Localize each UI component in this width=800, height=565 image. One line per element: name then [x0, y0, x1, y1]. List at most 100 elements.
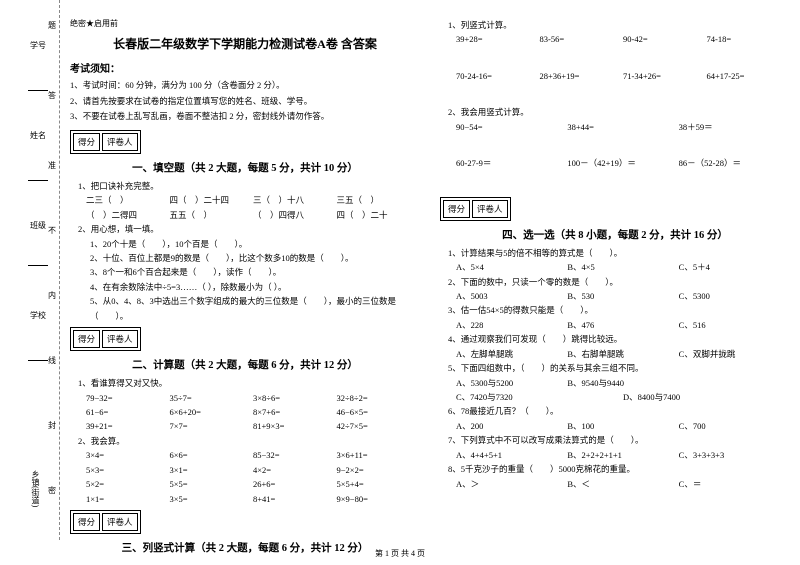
- section-1-title: 一、填空题（共 2 大题，每题 5 分，共计 10 分）: [70, 160, 420, 175]
- choice-stem: 4、通过观察我们可发现（ ）跳得比较远。: [440, 332, 790, 346]
- section-2-title: 二、计算题（共 2 大题，每题 6 分，共计 12 分）: [70, 357, 420, 372]
- choice-options: A、200B、100C、700: [440, 419, 790, 433]
- q2-item: 3、8个一和6个百合起来是（ ），读作（ ）。: [70, 265, 420, 279]
- grader-col: 评卷人: [102, 513, 138, 531]
- choice-option: C、双脚并拢跳: [679, 347, 790, 361]
- seal-marker: 封: [48, 420, 56, 431]
- score-col: 得分: [73, 513, 100, 531]
- choice-option: B、100: [567, 419, 678, 433]
- choice-option: B、476: [567, 318, 678, 332]
- choice-options: A、5003B、530C、5300: [440, 289, 790, 303]
- bind-label-class: 班级: [30, 220, 46, 231]
- choice-option: A、4+4+5+1: [456, 448, 567, 462]
- seal-marker: 题: [48, 20, 56, 31]
- score-box: 得分 评卷人: [70, 510, 141, 534]
- seal-marker: 不: [48, 225, 56, 236]
- choice-option: A、左脚单腿跳: [456, 347, 567, 361]
- q2-item: 2、十位、百位上都是9的数是（ ），比这个数多10的数是（ ）。: [70, 251, 420, 265]
- choice-stem: 2、下面的数中，只读一个零的数是（ ）。: [440, 275, 790, 289]
- choice-options: A、5300与5200B、9540与9440: [440, 376, 790, 390]
- vertical-calc-row: 70-24-16=28+36+19=71-34+26=64+17-25=: [440, 69, 790, 83]
- section-4-title: 四、选一选（共 8 小题，每题 2 分，共计 16 分）: [440, 227, 790, 242]
- grader-col: 评卷人: [102, 330, 138, 348]
- choice-option: B、530: [567, 289, 678, 303]
- choice-options: C、7420与7320D、8400与7400: [440, 390, 790, 404]
- choice-option: C、3+3+3+3: [679, 448, 790, 462]
- bind-line: [28, 90, 48, 91]
- choice-option: B、右脚单腿跳: [567, 347, 678, 361]
- score-box: 得分 评卷人: [70, 327, 141, 351]
- seal-marker: 内: [48, 290, 56, 301]
- choice-option: B、2+2+2+1+1: [567, 448, 678, 462]
- page-footer: 第 1 页 共 4 页: [0, 548, 800, 559]
- choice-stem: 6、78最接近几百？（ ）。: [440, 404, 790, 418]
- seal-marker: 密: [48, 485, 56, 496]
- score-col: 得分: [443, 200, 470, 218]
- s3-q2-stem: 2、我会用竖式计算。: [440, 105, 790, 119]
- choice-option: B、＜: [567, 477, 678, 491]
- bind-label-town: 乡镇(街道): [30, 470, 41, 507]
- calc-row: 3×4=6×6=85−32=3×6+11=: [70, 448, 420, 462]
- bind-line: [28, 180, 48, 181]
- vertical-calc-row: 60-27-9＝100－（42+19）＝86－（52-28）＝: [440, 156, 790, 170]
- score-box: 得分 评卷人: [440, 197, 511, 221]
- seal-marker: 答: [48, 90, 56, 101]
- notice-item: 2、请首先按要求在试卷的指定位置填写您的姓名、班级、学号。: [70, 95, 420, 109]
- q1-row: （ ）二得四五五（ ）（ ）四得八四（ ）二十: [70, 208, 420, 222]
- calc-row: 5×2=5×5=26+6=5×5+4=: [70, 477, 420, 491]
- choice-stem: 7、下列算式中不可以改写成乘法算式的是（ ）。: [440, 433, 790, 447]
- choice-option: C、5300: [679, 289, 790, 303]
- grader-col: 评卷人: [472, 200, 508, 218]
- choice-option: A、5300与5200: [456, 376, 567, 390]
- s2-q2-stem: 2、我会算。: [70, 434, 420, 448]
- page-content: 绝密★启用前 长春版二年级数学下学期能力检测试卷A卷 含答案 考试须知： 1、考…: [70, 18, 790, 559]
- choice-stem: 3、估一估54×5的得数只能是（ ）。: [440, 303, 790, 317]
- bind-line: [28, 265, 48, 266]
- calc-row: 1×1=3×5=8+41=9×9−80=: [70, 492, 420, 506]
- bind-label-id: 学号: [30, 40, 46, 51]
- choice-option: [679, 376, 790, 390]
- q2-stem: 2、用心想，填一填。: [70, 222, 420, 236]
- q2-item: 4、在有余数除法中÷5=3……（ ），除数最小为（ ）。: [70, 280, 420, 294]
- choice-option: C、516: [679, 318, 790, 332]
- choice-option: A、5×4: [456, 260, 567, 274]
- calc-row: 79−32=35÷7=3×8÷6=32÷8÷2=: [70, 391, 420, 405]
- choice-stem: 1、计算结果与5的倍不相等的算式是（ ）。: [440, 246, 790, 260]
- choice-options: A、5×4B、4×5C、5＋4: [440, 260, 790, 274]
- binding-margin: 学号 姓名 班级 学校 乡镇(街道) 题 答 准 不 内 线 封 密: [0, 0, 60, 540]
- choice-option: C、7420与7320: [456, 390, 623, 404]
- left-column: 绝密★启用前 长春版二年级数学下学期能力检测试卷A卷 含答案 考试须知： 1、考…: [70, 18, 420, 559]
- score-box: 得分 评卷人: [70, 130, 141, 154]
- q1-stem: 1、把口诀补充完整。: [70, 179, 420, 193]
- secret-mark: 绝密★启用前: [70, 18, 420, 29]
- choice-option: B、9540与9440: [567, 376, 678, 390]
- seal-marker: 准: [48, 160, 56, 171]
- choice-option: D、8400与7400: [623, 390, 790, 404]
- q2-item: 1、20个十是（ ），10个百是（ ）。: [70, 237, 420, 251]
- section-4-items: 1、计算结果与5的倍不相等的算式是（ ）。A、5×4B、4×5C、5＋42、下面…: [440, 246, 790, 491]
- choice-option: C、＝: [679, 477, 790, 491]
- calc-row: 39+21=7×7=81+9×3=42÷7×5=: [70, 419, 420, 433]
- choice-stem: 8、5千克沙子的重量（ ）5000克棉花的重量。: [440, 462, 790, 476]
- right-column: 1、列竖式计算。 39+28=83-56=90-42=74-18= 70-24-…: [440, 18, 790, 559]
- notice-item: 3、不要在试卷上乱写乱画，卷面不整洁扣 2 分，密封线外请勿作答。: [70, 110, 420, 124]
- choice-options: A、＞B、＜C、＝: [440, 477, 790, 491]
- choice-option: B、4×5: [567, 260, 678, 274]
- choice-options: A、左脚单腿跳B、右脚单腿跳C、双脚并拢跳: [440, 347, 790, 361]
- calc-row: 5×3=3×1=4×2=9−2×2=: [70, 463, 420, 477]
- choice-option: A、5003: [456, 289, 567, 303]
- bind-label-name: 姓名: [30, 130, 46, 141]
- choice-option: C、700: [679, 419, 790, 433]
- vertical-calc-row: 90−54=38+44=38＋59＝: [440, 120, 790, 134]
- choice-options: A、228B、476C、516: [440, 318, 790, 332]
- s3-q1-stem: 1、列竖式计算。: [440, 18, 790, 32]
- seal-marker: 线: [48, 355, 56, 366]
- calc-row: 61−6=6×6+20=8×7+6=46−6×5=: [70, 405, 420, 419]
- score-col: 得分: [73, 330, 100, 348]
- notice-item: 1、考试时间：60 分钟，满分为 100 分（含卷面分 2 分）。: [70, 79, 420, 93]
- q2-item: 5、从0、4、8、3中选出三个数字组成的最大的三位数是（ ），最小的三位数是（ …: [70, 294, 420, 323]
- bind-line: [28, 360, 48, 361]
- paper-title: 长春版二年级数学下学期能力检测试卷A卷 含答案: [70, 35, 420, 52]
- q1-row: 二三（ ）四（ ）二十四三（ ）十八三五（ ）: [70, 193, 420, 207]
- choice-option: C、5＋4: [679, 260, 790, 274]
